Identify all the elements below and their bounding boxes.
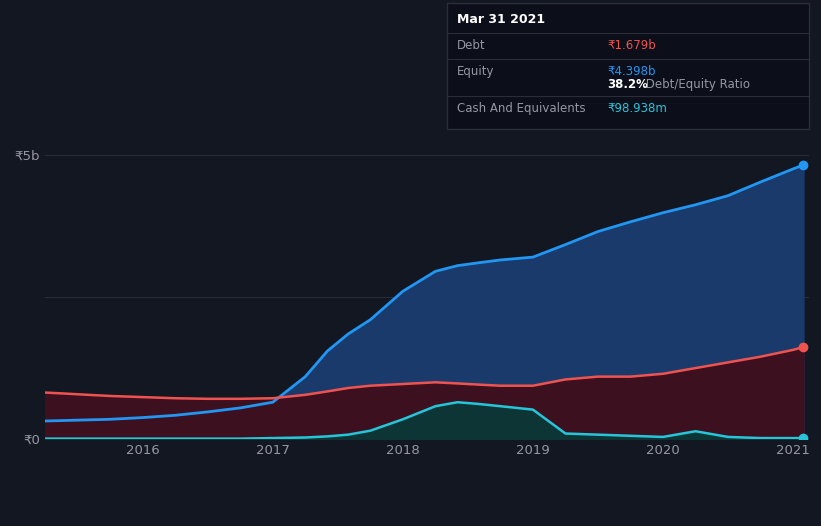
Text: Cash And Equivalents: Cash And Equivalents (457, 102, 586, 115)
Text: Mar 31 2021: Mar 31 2021 (457, 13, 545, 26)
Text: Equity: Equity (457, 65, 495, 78)
Text: ₹98.938m: ₹98.938m (608, 102, 667, 115)
Text: Debt/Equity Ratio: Debt/Equity Ratio (642, 78, 750, 91)
Text: Debt: Debt (457, 39, 486, 52)
Text: ₹1.679b: ₹1.679b (608, 39, 656, 52)
Text: 38.2%: 38.2% (608, 78, 649, 91)
Text: ₹4.398b: ₹4.398b (608, 65, 656, 78)
